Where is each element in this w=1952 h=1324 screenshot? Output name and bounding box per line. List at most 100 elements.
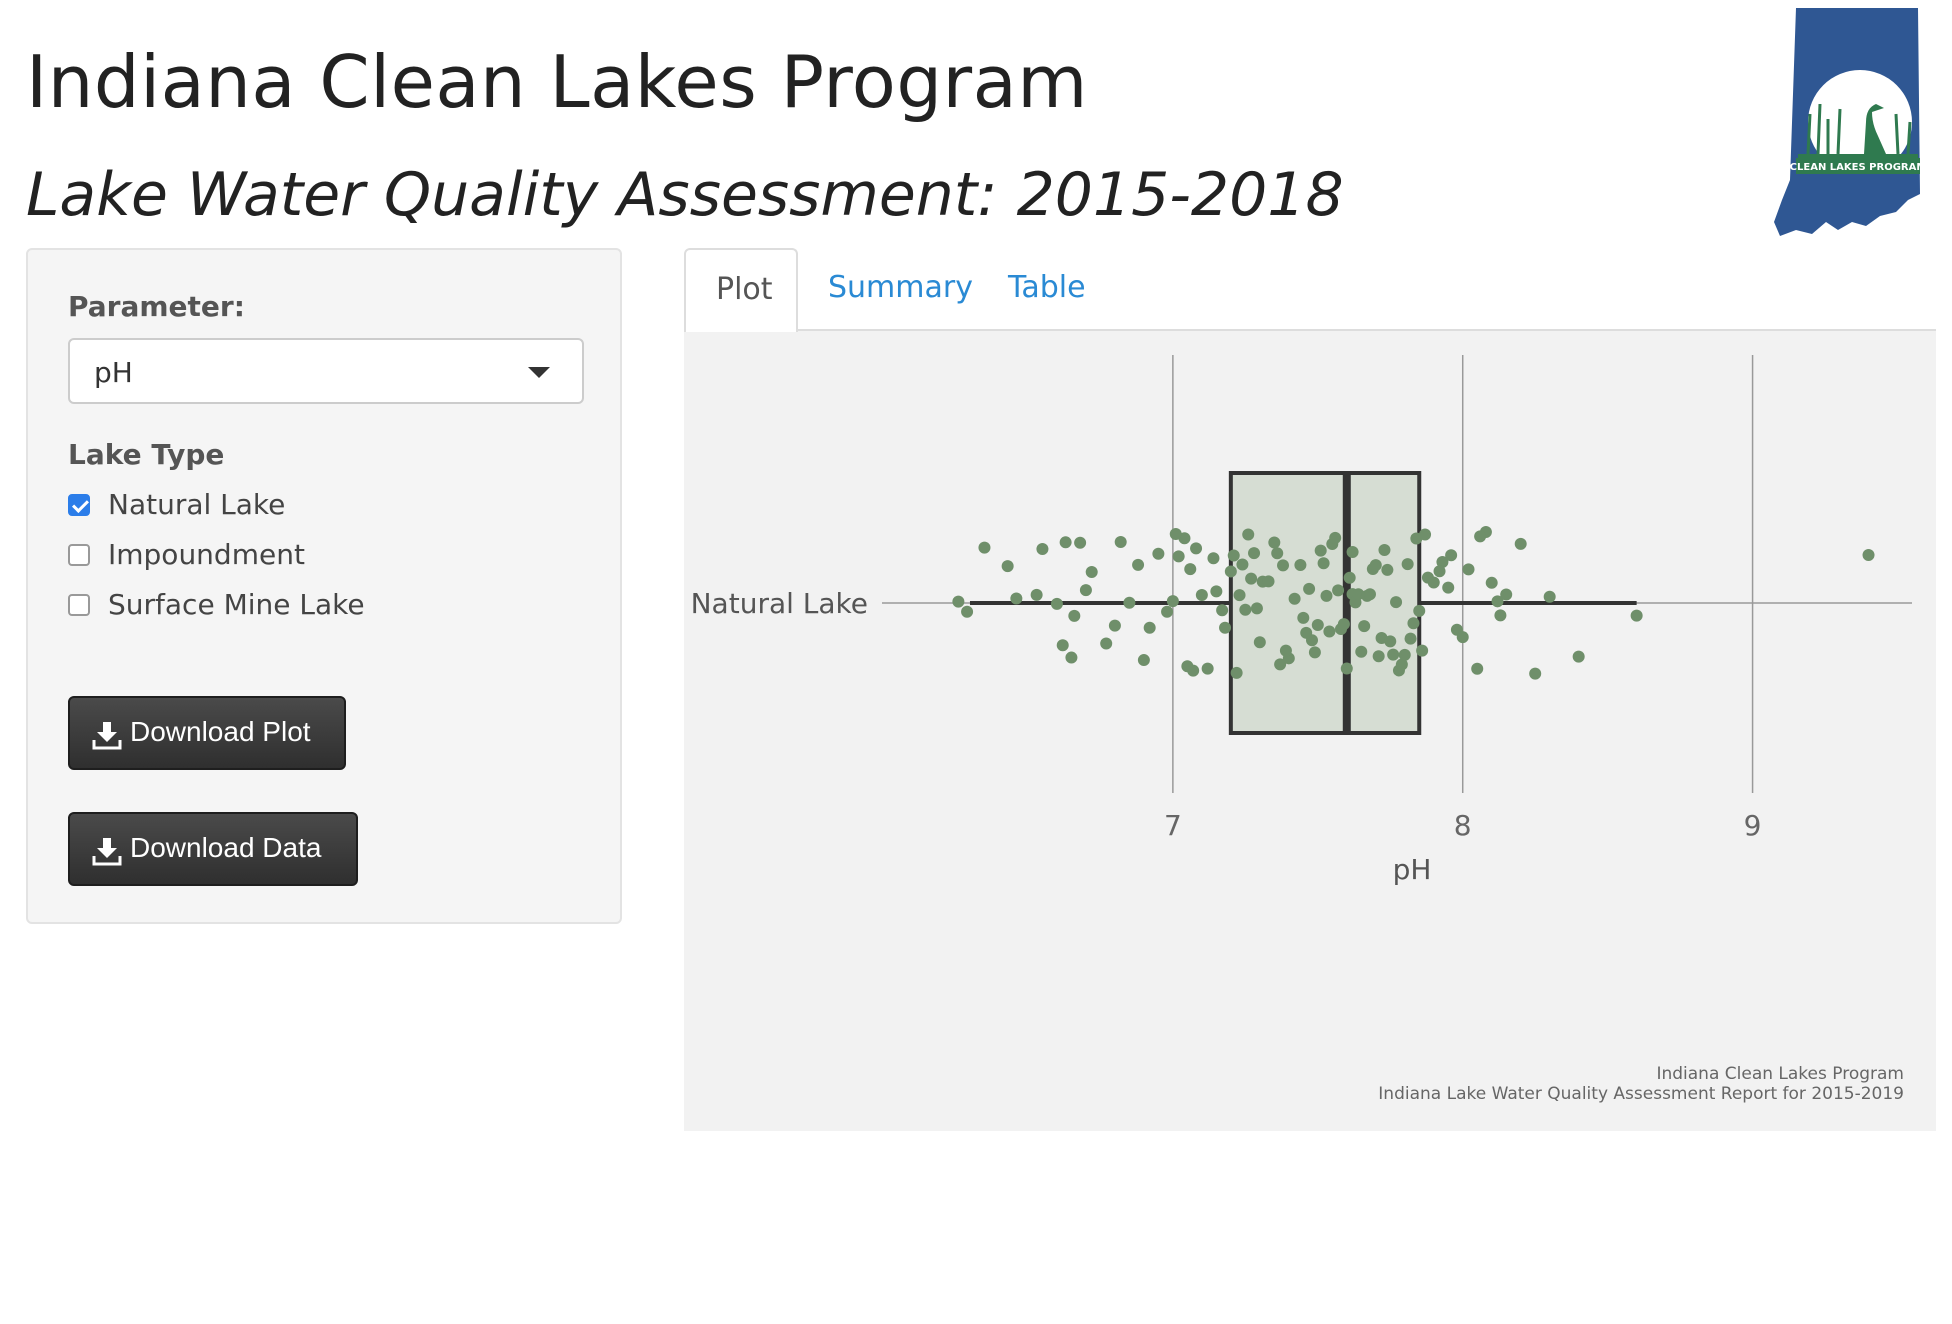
data-point xyxy=(1308,646,1321,659)
x-tick-label: 7 xyxy=(1164,809,1182,842)
data-point xyxy=(1050,597,1063,610)
data-point xyxy=(1320,589,1333,602)
data-point xyxy=(1474,530,1487,543)
x-tick-label: 8 xyxy=(1454,809,1472,842)
plot-panel: Natural Lake 7 8 9 pH Indiana Clean Lakes … xyxy=(684,331,1936,1131)
data-point xyxy=(1363,588,1376,601)
data-point xyxy=(1514,537,1527,550)
data-point xyxy=(1500,588,1513,601)
download-plot-label: Download Plot xyxy=(130,716,311,747)
tab-table[interactable]: Table xyxy=(978,248,1118,330)
data-point xyxy=(1137,654,1150,667)
caption-line-2: Indiana Lake Water Quality Assessment Re… xyxy=(1378,1084,1904,1104)
data-point xyxy=(1462,563,1475,576)
data-point xyxy=(1491,595,1504,608)
data-point xyxy=(1079,584,1092,597)
data-point xyxy=(1543,590,1556,603)
data-point xyxy=(1068,609,1081,622)
data-point xyxy=(1250,602,1263,615)
data-point xyxy=(1172,550,1185,563)
data-point xyxy=(1381,563,1394,576)
tab-summary[interactable]: Summary xyxy=(798,248,978,330)
data-point xyxy=(1074,536,1087,549)
logo-sun xyxy=(1808,70,1912,174)
data-point xyxy=(961,605,974,618)
data-point xyxy=(1268,536,1281,549)
data-point xyxy=(1372,650,1385,663)
surface-mine-lake-checkbox[interactable] xyxy=(68,594,90,616)
heron-icon xyxy=(1864,104,1886,154)
category-label: Natural Lake xyxy=(691,587,868,620)
data-point xyxy=(1390,596,1403,609)
data-point xyxy=(1132,558,1145,571)
iqr-box xyxy=(1228,471,1422,735)
data-point xyxy=(1329,531,1342,544)
data-point xyxy=(1442,581,1455,594)
data-point xyxy=(1445,549,1458,562)
data-point xyxy=(1245,572,1258,585)
lake-type-label: Lake Type xyxy=(68,438,225,471)
data-point xyxy=(1065,651,1078,664)
logo-text: CLEAN LAKES PROGRAM xyxy=(1790,162,1927,173)
data-point xyxy=(1201,662,1214,675)
data-point xyxy=(1224,565,1237,578)
data-point xyxy=(1297,611,1310,624)
data-point xyxy=(1190,542,1203,555)
data-point xyxy=(1233,589,1246,602)
outlier-point xyxy=(1862,549,1875,561)
data-point xyxy=(1387,648,1400,661)
data-point xyxy=(1001,560,1014,573)
tab-plot-label: Plot xyxy=(716,272,773,307)
parameter-select[interactable]: pH xyxy=(68,338,584,404)
natural-lake-checkbox[interactable] xyxy=(68,494,90,516)
impoundment-checkbox[interactable] xyxy=(68,544,90,566)
data-point xyxy=(1485,576,1498,589)
data-point xyxy=(1288,592,1301,605)
download-icon xyxy=(92,838,122,866)
data-point xyxy=(1340,662,1353,675)
tab-bar: Plot Summary Table xyxy=(684,248,1936,332)
data-point xyxy=(1100,637,1113,650)
data-point xyxy=(1358,620,1371,633)
data-point xyxy=(1184,563,1197,576)
data-point xyxy=(1323,625,1336,638)
data-point xyxy=(1230,666,1243,679)
data-point xyxy=(1262,575,1275,588)
tab-divider xyxy=(684,329,1936,331)
data-point xyxy=(1337,618,1350,631)
data-point xyxy=(1427,576,1440,589)
tab-plot[interactable]: Plot xyxy=(684,248,798,332)
data-point xyxy=(1277,559,1290,572)
page-subtitle: Lake Water Quality Assessment: 2015-2018 xyxy=(26,160,1344,230)
data-point xyxy=(978,541,991,554)
data-point xyxy=(1311,619,1324,632)
data-point xyxy=(1227,549,1240,562)
data-point xyxy=(1271,547,1284,560)
data-point xyxy=(1279,644,1292,657)
data-point xyxy=(1195,588,1208,601)
data-point xyxy=(1219,621,1232,634)
download-plot-button[interactable]: Download Plot xyxy=(68,696,346,770)
data-point xyxy=(1114,536,1127,549)
sidebar-panel: Parameter: pH Lake Type Natural Lake Imp… xyxy=(26,248,622,924)
data-point xyxy=(1085,565,1098,578)
x-axis-label: pH xyxy=(1393,853,1432,886)
data-point xyxy=(1207,552,1220,565)
data-point xyxy=(1236,558,1249,571)
data-point xyxy=(1401,558,1414,571)
surface-mine-lake-label: Surface Mine Lake xyxy=(108,588,365,621)
data-point xyxy=(1294,558,1307,571)
data-point xyxy=(1317,557,1330,570)
data-point xyxy=(1494,609,1507,622)
data-point xyxy=(1384,635,1397,648)
download-data-button[interactable]: Download Data xyxy=(68,812,358,886)
data-point xyxy=(1471,662,1484,675)
data-point xyxy=(1242,528,1255,541)
data-point xyxy=(1143,621,1156,634)
ph-boxplot: Natural Lake 7 8 9 pH Indiana Clean Lakes … xyxy=(691,355,1912,1104)
natural-lake-label: Natural Lake xyxy=(108,488,286,521)
data-point xyxy=(1161,605,1174,618)
data-point xyxy=(1216,604,1229,617)
data-point xyxy=(1433,565,1446,578)
data-point xyxy=(1413,604,1426,617)
